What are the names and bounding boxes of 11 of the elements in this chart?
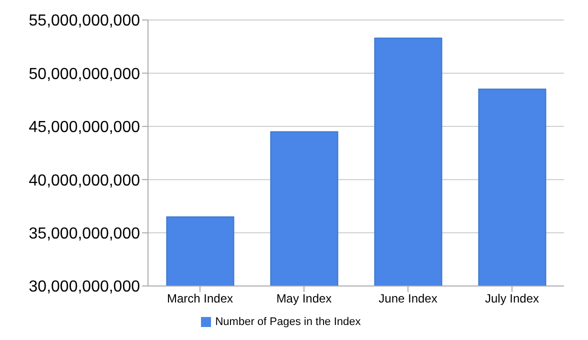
x-tick-label: March Index bbox=[166, 292, 234, 306]
y-tick-label: 40,000,000,000 bbox=[28, 172, 140, 190]
legend-label: Number of Pages in the Index bbox=[215, 316, 361, 328]
y-tick-label: 30,000,000,000 bbox=[28, 278, 140, 296]
x-tick-label: July Index bbox=[484, 292, 540, 306]
x-tick-label: May Index bbox=[276, 292, 332, 306]
y-tick-label: 35,000,000,000 bbox=[28, 225, 140, 242]
y-tick-label: 45,000,000,000 bbox=[28, 119, 140, 136]
y-tick-label: 50,000,000,000 bbox=[28, 66, 140, 83]
y-tick-label: 55,000,000,000 bbox=[28, 12, 140, 30]
x-tick-label: June Index bbox=[378, 292, 438, 306]
